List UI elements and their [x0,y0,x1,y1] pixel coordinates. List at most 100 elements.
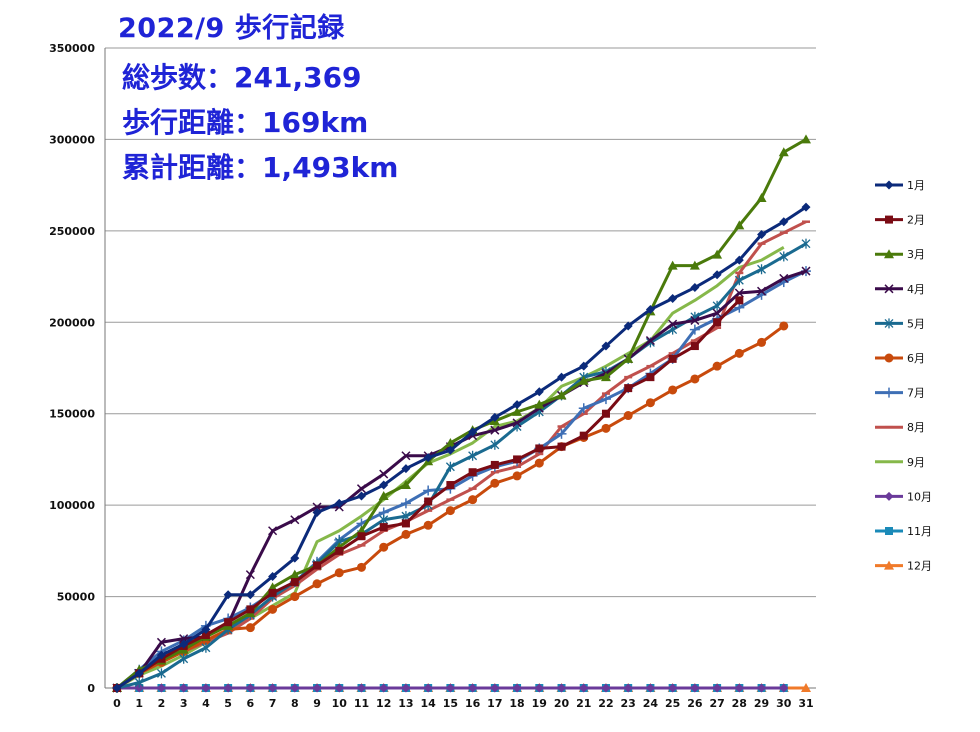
legend-label: 7月 [907,387,925,400]
x-tick-label: 23 [621,697,636,710]
x-tick-label: 26 [687,697,703,710]
data-point [601,683,611,693]
data-point [156,650,166,660]
data-point [201,630,210,639]
legend-marker [885,527,893,535]
data-point [779,217,789,227]
data-point [401,519,410,528]
data-point [289,569,300,579]
data-point [712,300,722,311]
legend-item: 12月 [875,560,932,573]
series-1 [112,202,811,693]
data-point [356,562,366,572]
legend-marker [885,215,893,224]
x-tick-label: 1 [135,697,143,710]
data-point [667,260,678,270]
data-point [645,304,655,314]
data-point [645,683,655,693]
data-point [179,683,189,693]
x-tick-label: 28 [732,697,747,710]
data-point [556,390,567,400]
data-point [201,683,211,693]
legend-item: 3月 [875,248,925,261]
data-point [689,324,700,335]
data-point [712,683,722,693]
data-point [578,403,589,414]
data-point [445,461,455,472]
data-point [512,418,522,428]
data-point [645,336,655,346]
data-point [290,683,300,693]
legend-item: 6月 [875,352,925,365]
legend-item: 4月 [875,283,925,296]
legend-label: 12月 [907,560,932,573]
data-point [134,677,144,688]
data-point [245,683,255,693]
x-tick-label: 30 [776,697,792,710]
data-point [623,411,633,421]
data-point [245,590,255,600]
x-tick-label: 6 [247,697,255,710]
data-point [668,354,677,363]
data-point [378,491,389,500]
data-point [623,321,633,331]
data-point [734,683,744,693]
data-point [312,579,322,589]
data-point [179,639,189,649]
data-point [779,273,789,283]
data-point [690,315,700,325]
x-tick-label: 11 [354,697,369,710]
x-tick-label: 19 [532,697,547,710]
data-point [801,202,811,212]
y-tick-label: 350000 [49,42,95,55]
data-point [690,374,700,384]
y-tick-label: 50000 [57,591,96,604]
x-tick-label: 27 [709,697,724,710]
data-point [312,502,322,512]
data-point [712,361,722,371]
data-point [734,255,744,265]
data-point [690,283,700,293]
x-tick-label: 5 [224,697,232,710]
data-point [468,468,477,477]
legend-label: 2月 [907,214,925,227]
x-tick-label: 9 [313,697,321,710]
data-point [423,683,433,693]
x-tick-label: 21 [576,697,591,710]
legend-label: 3月 [907,248,925,261]
chart-title: 2022/9 歩行記録 [118,13,345,44]
data-point [445,445,455,455]
data-point [535,444,544,453]
data-point [757,286,767,296]
x-tick-label: 31 [798,697,813,710]
data-point [757,683,767,693]
data-point [512,406,523,416]
total-steps-text: 総歩数：241,369 [122,61,362,94]
data-point [245,570,255,580]
legend-marker [884,491,894,501]
legend-label: 8月 [907,421,925,434]
data-point [334,683,344,693]
data-point [490,425,500,435]
data-point [801,683,811,692]
data-point [579,683,589,693]
data-point [268,588,277,597]
x-tick-label: 8 [291,697,299,710]
data-point [689,260,700,270]
x-tick-label: 25 [665,697,680,710]
data-point [534,458,544,468]
x-tick-label: 10 [332,697,348,710]
data-point [356,683,366,693]
data-point [468,450,478,461]
legend-label: 1月 [907,179,925,192]
data-point [401,451,411,461]
legend-item: 10月 [875,490,932,503]
data-point [734,220,745,230]
data-point [379,542,389,552]
x-tick-label: 16 [465,697,481,710]
data-point [290,553,300,563]
series-10 [112,683,789,693]
data-point [179,653,189,664]
data-point [578,375,589,385]
data-point [313,561,322,570]
